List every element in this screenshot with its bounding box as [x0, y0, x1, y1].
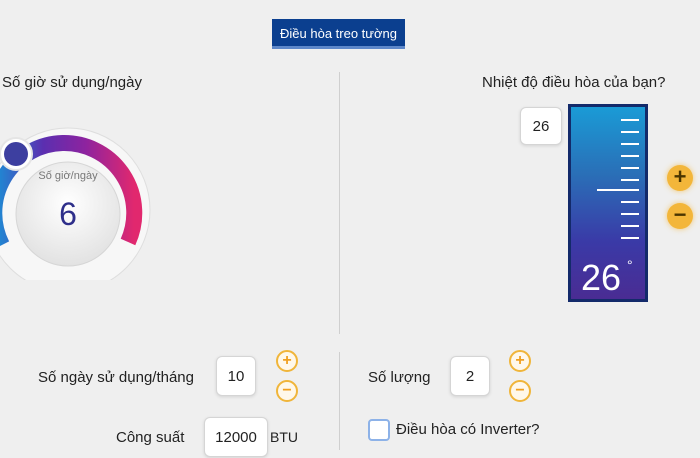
- quantity-value-box[interactable]: 2: [450, 356, 490, 396]
- temperature-plus-button[interactable]: +: [667, 165, 693, 191]
- power-value-box[interactable]: 12000: [204, 417, 268, 457]
- days-value-box[interactable]: 10: [216, 356, 256, 396]
- quantity-minus-button[interactable]: −: [509, 380, 531, 402]
- thermometer-display: 26: [581, 257, 622, 298]
- hours-value: 6: [59, 196, 77, 232]
- tick: [621, 143, 639, 145]
- power-label: Công suất: [116, 429, 185, 446]
- power-unit: BTU: [270, 429, 298, 445]
- tick: [621, 213, 639, 215]
- hours-dial-graphic: [0, 127, 151, 293]
- temperature-title: Nhiệt độ điều hòa của bạn?: [482, 74, 666, 91]
- current-level-tick: [597, 189, 639, 191]
- degree-symbol: °: [627, 257, 633, 273]
- temperature-value-box[interactable]: 26: [520, 107, 562, 145]
- temperature-minus-button[interactable]: −: [667, 203, 693, 229]
- days-minus-button[interactable]: −: [276, 380, 298, 402]
- lower-divider: [339, 352, 340, 450]
- section-divider: [339, 72, 340, 334]
- thermometer: 26 °: [568, 104, 648, 302]
- tick: [621, 155, 639, 157]
- tab-wall-air-conditioner[interactable]: Điều hòa treo tường: [272, 19, 405, 49]
- tick: [621, 237, 639, 239]
- tick: [621, 225, 639, 227]
- inverter-checkbox[interactable]: [368, 419, 390, 441]
- tick: [621, 119, 639, 121]
- inverter-label: Điều hòa có Inverter?: [396, 421, 540, 438]
- tick: [621, 179, 639, 181]
- days-plus-button[interactable]: +: [276, 350, 298, 372]
- dial-label: Số giờ/ngày: [38, 170, 98, 182]
- quantity-plus-button[interactable]: +: [509, 350, 531, 372]
- tick: [621, 201, 639, 203]
- tick: [621, 131, 639, 133]
- hours-dial[interactable]: Số giờ/ngày 6: [0, 110, 160, 293]
- days-label: Số ngày sử dụng/tháng: [38, 369, 194, 386]
- tick: [621, 167, 639, 169]
- hours-title: Số giờ sử dụng/ngày: [2, 74, 142, 91]
- quantity-label: Số lượng: [368, 369, 431, 386]
